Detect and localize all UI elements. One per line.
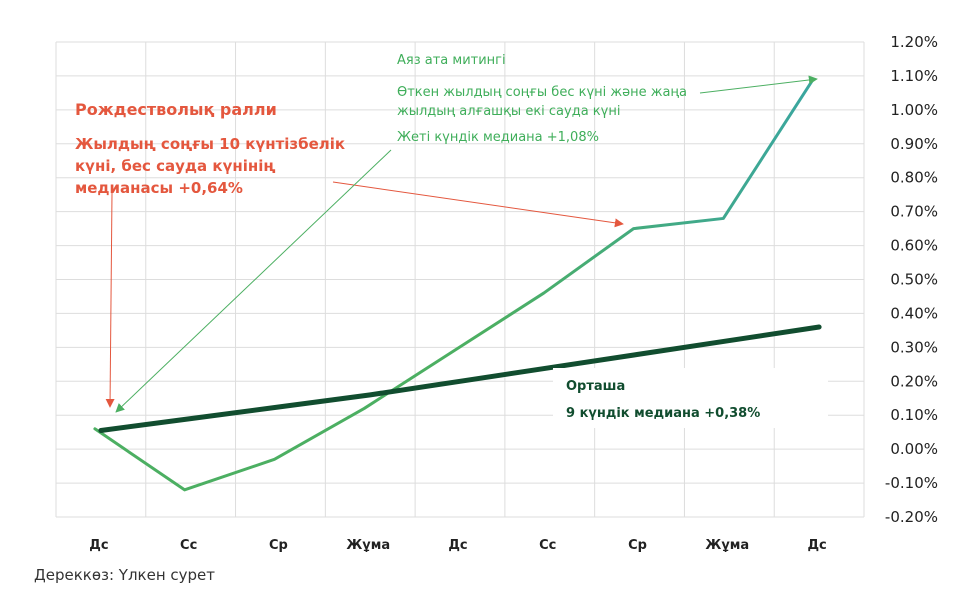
y-tick-label: 1.10%	[890, 67, 938, 85]
santa-rally-title: Аяз ата митингі	[397, 53, 506, 68]
series-lines	[93, 77, 822, 492]
gridlines	[55, 41, 865, 518]
y-tick-label: 0.30%	[890, 338, 938, 356]
y-tick-label: 0.80%	[890, 169, 938, 187]
santa-arrow-2	[699, 75, 818, 94]
x-tick-label: Дс	[807, 538, 826, 553]
x-tick-label: Дс	[448, 538, 467, 553]
y-axis: 1.20% 1.10% 1.00% 0.90% 0.80% 0.70% 0.60% 0.50%…	[885, 33, 938, 526]
y-tick-label: -0.10%	[885, 474, 938, 492]
y-tick-label: -0.20%	[885, 508, 938, 526]
x-tick-label: Дс	[89, 538, 108, 553]
y-tick-label: 0.50%	[890, 271, 938, 289]
y-tick-label: 0.10%	[890, 406, 938, 424]
x-tick-label: Жұма	[705, 538, 749, 553]
christmas-arrow-2	[332, 181, 624, 228]
x-tick-label: Сс	[180, 538, 197, 553]
chart: 1.20% 1.10% 1.00% 0.90% 0.80% 0.70% 0.60% 0.50%…	[55, 33, 938, 553]
x-tick-label: Жұма	[346, 538, 390, 553]
series-line-1	[98, 324, 822, 433]
christmas-rally-title: Рождестволық ралли	[75, 100, 277, 119]
y-tick-label: 0.00%	[890, 440, 938, 458]
average-title: Орташа	[566, 379, 626, 394]
santa-rally-body: Өткен жылдың соңғы бес күні және жаңа жы…	[397, 85, 687, 119]
x-tick-label: Ср	[269, 538, 288, 553]
y-tick-label: 1.00%	[890, 101, 938, 119]
y-tick-label: 0.70%	[890, 203, 938, 221]
y-tick-label: 0.90%	[890, 135, 938, 153]
y-tick-label: 0.40%	[890, 304, 938, 322]
x-tick-label: Ср	[628, 538, 647, 553]
santa-rally-median: Жеті күндік медиана +1,08%	[397, 130, 599, 145]
christmas-arrow	[105, 192, 115, 408]
christmas-rally-body: Жылдың соңғы 10 күнтізбелік күні, бес са…	[75, 135, 346, 197]
y-tick-label: 0.20%	[890, 372, 938, 390]
y-tick-label: 0.60%	[890, 237, 938, 255]
y-tick-label: 1.20%	[890, 33, 938, 51]
source-note: Дереккөз: Үлкен сурет	[34, 566, 216, 584]
annotation-arrows	[105, 75, 818, 413]
x-axis: Дс Сс Ср Жұма Дс Сс Ср Жұма Дс	[89, 538, 827, 553]
santa-arrow	[115, 149, 392, 413]
series-line-0	[93, 77, 815, 492]
average-median: 9 күндік медиана +0,38%	[566, 406, 761, 421]
x-tick-label: Сс	[539, 538, 556, 553]
average-label-box	[553, 368, 828, 428]
